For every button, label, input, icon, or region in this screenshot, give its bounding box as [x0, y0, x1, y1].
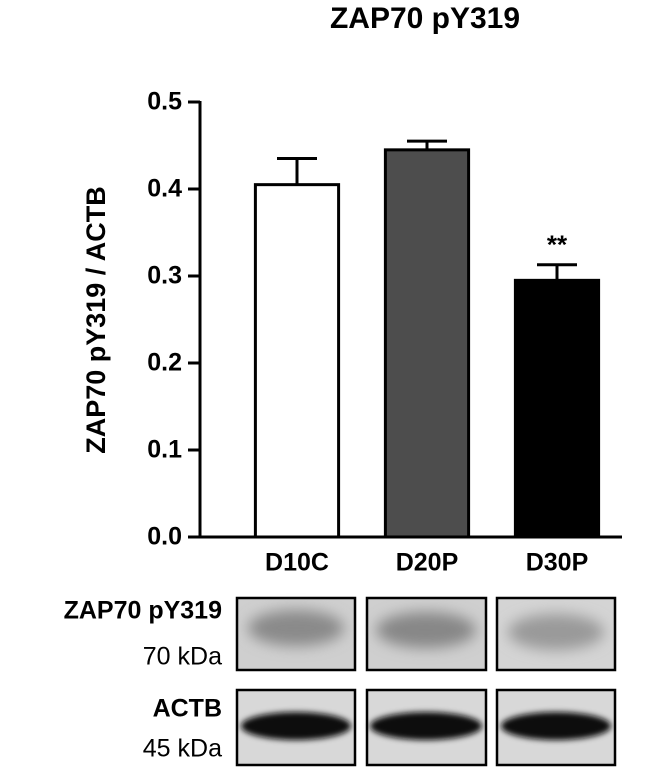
- bar: [513, 278, 601, 539]
- blot-size: 45 kDa: [143, 735, 222, 763]
- y-axis-label: ZAP70 pY319 / ACTB: [81, 186, 111, 454]
- blot-panels: [235, 596, 617, 767]
- blot-size: 70 kDa: [143, 643, 222, 671]
- blot-row: [235, 596, 617, 672]
- y-tick-label: 0.0: [147, 523, 182, 551]
- y-tick-label: 0.2: [147, 349, 182, 377]
- blot-protein: ACTB: [153, 695, 222, 723]
- blot-protein: ZAP70 pY319: [64, 597, 222, 625]
- y-tick-label: 0.4: [147, 175, 182, 203]
- x-tick-label: D30P: [526, 549, 589, 577]
- significance-annotation: **: [547, 230, 568, 260]
- x-tick-label: D20P: [396, 549, 459, 577]
- y-tick-label: 0.3: [147, 262, 182, 290]
- bar: [253, 183, 341, 539]
- x-tick-label: D10C: [265, 549, 329, 577]
- chart-title: ZAP70 pY319: [330, 2, 520, 35]
- y-tick-label: 0.5: [147, 88, 182, 116]
- blot-row: [235, 688, 617, 767]
- bar: [383, 148, 471, 539]
- y-tick-label: 0.1: [147, 436, 182, 464]
